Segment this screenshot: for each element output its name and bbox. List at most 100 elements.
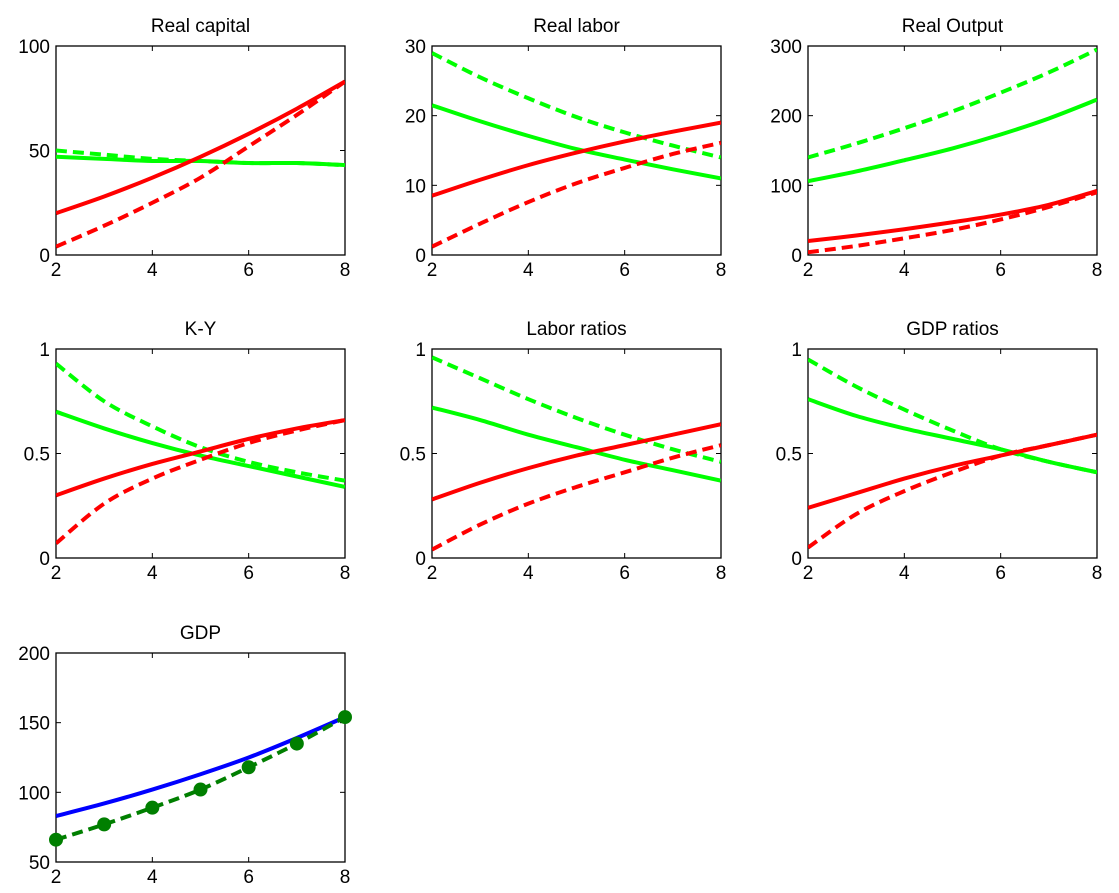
chart-title: Real labor	[533, 16, 620, 37]
x-tick-label: 2	[51, 867, 62, 888]
x-tick-label: 8	[340, 867, 351, 888]
y-tick-label: 300	[770, 37, 802, 58]
data-point	[145, 800, 160, 815]
panel-3: Real Output 2 4 6 8 0 100 200 300	[770, 16, 1102, 281]
panel-4: K-Y 2 4 6 8 0 0.5 1	[24, 319, 351, 584]
series-line-3	[432, 120, 721, 198]
x-tick-label: 4	[147, 867, 158, 888]
y-tick-label: 0	[791, 549, 802, 570]
series-line-3	[432, 422, 721, 502]
series-line-2	[432, 51, 721, 160]
y-tick-label: 100	[18, 783, 50, 804]
y-tick-label: 0.5	[776, 445, 802, 466]
x-tick-label: 6	[619, 260, 630, 281]
y-tick-label: 0	[415, 549, 426, 570]
series-line-1	[808, 97, 1097, 184]
axes-box	[431, 348, 722, 559]
series-line-2	[808, 47, 1097, 160]
chart-title: Labor ratios	[526, 319, 626, 340]
y-tick-label: 0	[415, 246, 426, 267]
chart-title: GDP	[180, 623, 221, 644]
x-tick-label: 4	[899, 563, 910, 584]
x-tick-label: 2	[803, 563, 814, 584]
y-tick-label: 30	[405, 37, 426, 58]
series-line-1	[56, 409, 345, 489]
y-tick-label: 1	[415, 340, 426, 361]
data-point	[289, 736, 304, 751]
x-tick-label: 8	[716, 260, 727, 281]
y-tick-label: 0.5	[400, 445, 426, 466]
y-tick-label: 0	[39, 549, 50, 570]
data-point	[193, 782, 208, 797]
series-line-1	[432, 103, 721, 181]
series-line-2	[56, 148, 345, 168]
panel-6: GDP ratios 2 4 6 8 0 0.5 1	[776, 319, 1103, 584]
data-point	[97, 817, 112, 832]
y-tick-label: 100	[18, 37, 50, 58]
axes-box	[431, 45, 722, 256]
panel-5: Labor ratios 2 4 6 8 0 0.5 1	[400, 319, 727, 584]
x-tick-label: 4	[523, 260, 534, 281]
x-tick-label: 2	[427, 563, 438, 584]
series-line-2	[56, 362, 345, 483]
y-tick-label: 100	[770, 176, 802, 197]
series-line-4	[432, 140, 721, 249]
axes-box	[55, 45, 346, 256]
series-line-3	[56, 79, 345, 216]
x-tick-label: 8	[1092, 260, 1103, 281]
data-point	[338, 710, 352, 725]
x-tick-label: 6	[243, 260, 254, 281]
y-tick-label: 0	[39, 246, 50, 267]
chart-title: Real Output	[902, 16, 1004, 37]
series-line-3	[808, 432, 1097, 510]
series-line-3	[808, 188, 1097, 244]
y-tick-label: 1	[39, 340, 50, 361]
x-tick-label: 6	[243, 563, 254, 584]
x-tick-label: 2	[803, 260, 814, 281]
x-tick-label: 2	[427, 260, 438, 281]
x-tick-label: 2	[51, 260, 62, 281]
chart-title: Real capital	[151, 16, 250, 37]
axes-box	[55, 348, 346, 559]
data-point	[49, 832, 63, 847]
chart-title: GDP ratios	[906, 319, 999, 340]
x-tick-label: 8	[1092, 563, 1103, 584]
y-tick-label: 200	[770, 107, 802, 128]
y-tick-label: 50	[29, 142, 50, 163]
series-line-1	[56, 715, 345, 818]
series-line-1	[808, 397, 1097, 475]
x-tick-label: 4	[899, 260, 910, 281]
series-line-2	[808, 357, 1097, 475]
x-tick-label: 2	[51, 563, 62, 584]
y-tick-label: 50	[29, 853, 50, 874]
y-tick-label: 0.5	[24, 445, 50, 466]
y-tick-label: 0	[791, 246, 802, 267]
data-point	[241, 760, 256, 775]
series-line-4	[56, 79, 345, 249]
x-tick-label: 6	[995, 563, 1006, 584]
x-tick-label: 6	[995, 260, 1006, 281]
x-tick-label: 6	[619, 563, 630, 584]
panel-1: Real capital 2 4 6 8 0 50 100	[18, 16, 350, 281]
x-tick-label: 4	[147, 563, 158, 584]
axes-box	[55, 652, 346, 863]
x-tick-label: 6	[243, 867, 254, 888]
series-line-1	[432, 405, 721, 483]
y-tick-label: 20	[405, 107, 426, 128]
axes-box	[807, 348, 1098, 559]
panel-7: GDP 2 4 6 8 50 100 150 200	[18, 623, 352, 888]
series-line-4	[432, 443, 721, 552]
x-tick-label: 4	[523, 563, 534, 584]
y-tick-label: 150	[18, 714, 50, 735]
series-line-4	[808, 432, 1097, 550]
y-tick-label: 200	[18, 644, 50, 665]
x-tick-label: 8	[340, 260, 351, 281]
series-line-4	[808, 190, 1097, 255]
x-tick-label: 8	[340, 563, 351, 584]
axes-box	[807, 45, 1098, 256]
y-tick-label: 1	[791, 340, 802, 361]
panel-2: Real labor 2 4 6 8 0 10 20 30	[405, 16, 726, 281]
series-line-3	[56, 418, 345, 498]
